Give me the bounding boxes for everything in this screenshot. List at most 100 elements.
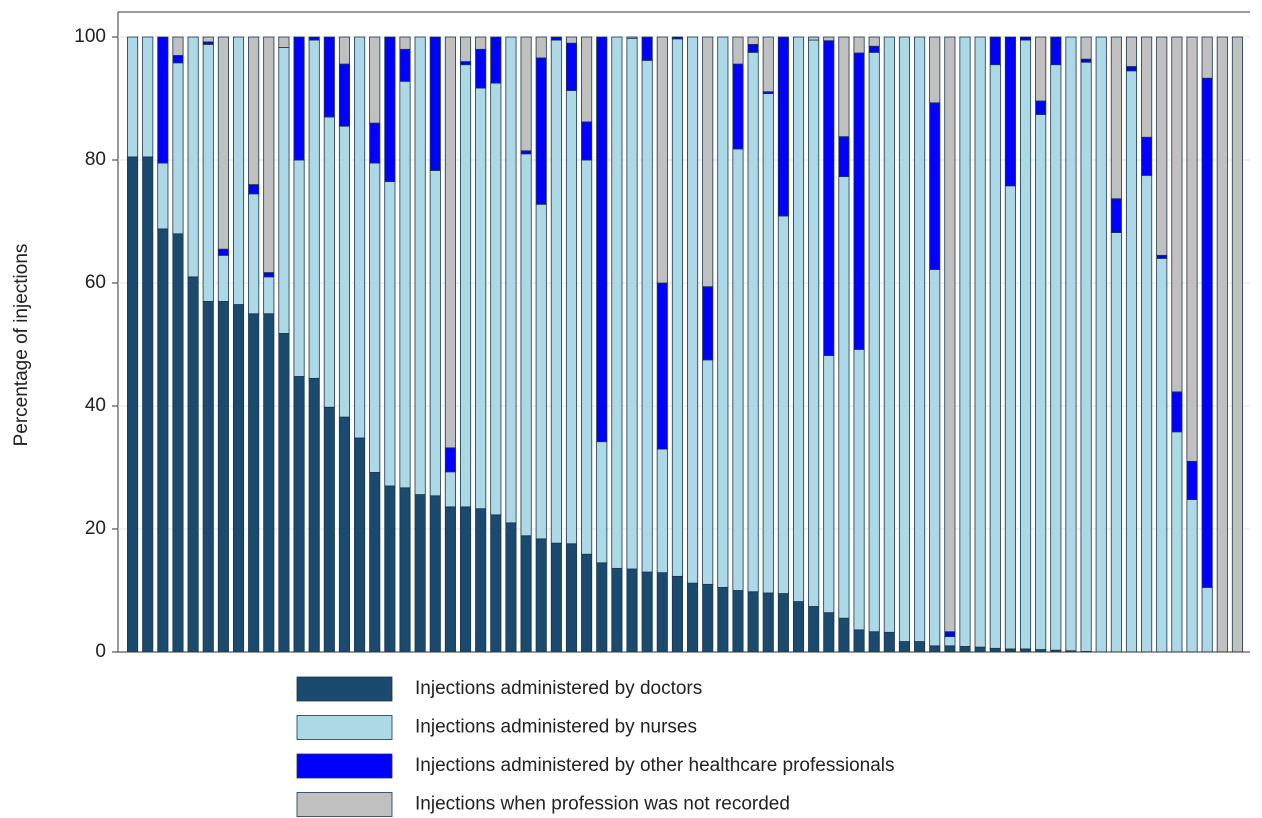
bar-segment (853, 629, 865, 653)
bar-segment (338, 125, 351, 418)
bar-segment (823, 612, 835, 653)
bar-segment (338, 416, 351, 653)
bar-segment (520, 36, 532, 152)
bar-segment (808, 606, 820, 653)
bar-segment (656, 448, 668, 574)
bar-segment (868, 45, 880, 53)
bar-segment (626, 37, 638, 570)
bar-segment (944, 631, 956, 638)
bar-segment (898, 36, 911, 642)
bar-segment (929, 102, 941, 270)
y-tick-label: 60 (85, 272, 106, 293)
bar-segment (384, 36, 396, 182)
bar-segment (535, 203, 547, 540)
bar-segment (535, 538, 547, 653)
bar-segment (338, 63, 351, 127)
bar-segment (475, 36, 487, 50)
bar-segment (823, 40, 835, 356)
y-axis-label: Percentage of injections (11, 244, 32, 447)
bar-segment (459, 61, 472, 66)
bar-segment (747, 36, 759, 45)
legend-swatch (296, 753, 393, 779)
bar-segment (490, 514, 502, 653)
bar-segment (944, 36, 956, 633)
bar-segment (429, 36, 441, 171)
bar-segment (187, 276, 199, 653)
bar-segment (157, 162, 169, 230)
bar-segment (248, 313, 260, 653)
bar-segment (687, 582, 699, 653)
bar-segment (1186, 36, 1198, 462)
bar-segment (1080, 36, 1092, 60)
bar-segment (127, 156, 139, 653)
bar-segment (747, 591, 759, 653)
bar-segment (308, 36, 320, 41)
bar-segment (1019, 39, 1032, 650)
bar-segment (611, 36, 623, 569)
bar-segment (1035, 100, 1047, 115)
bar-segment (1201, 77, 1213, 588)
bar-segment (581, 159, 593, 555)
bar-segment (565, 36, 578, 44)
bar-segment (475, 508, 487, 653)
bar-segment (1110, 198, 1122, 233)
bar-segment (581, 121, 593, 161)
bar-segment (323, 406, 335, 653)
bar-segment (823, 355, 835, 614)
bar-segment (550, 542, 562, 653)
bar-segment (1156, 36, 1168, 256)
legend-label: Injections administered by doctors (415, 678, 702, 699)
bar-segment (444, 506, 456, 653)
bar-segment (989, 647, 1001, 653)
bar-segment (792, 36, 805, 602)
bar-segment (505, 522, 517, 653)
bar-segment (944, 636, 956, 647)
bar-segment (490, 82, 502, 516)
bar-segment (914, 36, 926, 642)
bar-segment (202, 36, 214, 43)
bar-segment (641, 36, 653, 61)
bar-segment (1231, 36, 1243, 653)
y-tick-label: 80 (85, 149, 106, 170)
bar-segment (853, 36, 865, 54)
bar-segment (838, 36, 850, 138)
bar-segment (369, 36, 381, 124)
bar-segment (777, 215, 789, 594)
bar-segment (384, 485, 396, 653)
bar-segment (838, 617, 850, 653)
bar-segment (702, 359, 714, 585)
bar-segment (1171, 431, 1183, 653)
bar-segment (354, 36, 366, 439)
bar-segment (883, 36, 895, 633)
bar-segment (1035, 114, 1047, 650)
bar-segment (838, 176, 850, 619)
bar-segment (641, 59, 653, 573)
bar-segment (414, 494, 426, 653)
bar-segment (263, 272, 275, 278)
legend-swatch (296, 715, 393, 740)
bar-segment (444, 36, 456, 449)
bar-segment (444, 447, 456, 473)
bar-segment (626, 568, 638, 653)
bar-segment (217, 248, 229, 256)
bar-segment (459, 64, 472, 508)
bar-segment (172, 55, 184, 64)
bar-segment (565, 543, 578, 653)
bar-segment (520, 535, 532, 653)
bar-segment (959, 36, 971, 647)
bar-segment (293, 376, 305, 653)
bar-segment (989, 64, 1001, 649)
bar-segment (369, 122, 381, 164)
bar-segment (263, 276, 275, 315)
bar-segment (444, 471, 456, 508)
bar-segment (293, 36, 305, 161)
bar-segment (217, 254, 229, 302)
bar-segment (656, 282, 668, 450)
bar-segment (520, 153, 532, 537)
bar-segment (142, 36, 154, 158)
bar-segment (868, 51, 880, 633)
bar-segment (732, 63, 744, 150)
bar-segment (248, 36, 260, 186)
bar-segment (1050, 64, 1062, 651)
